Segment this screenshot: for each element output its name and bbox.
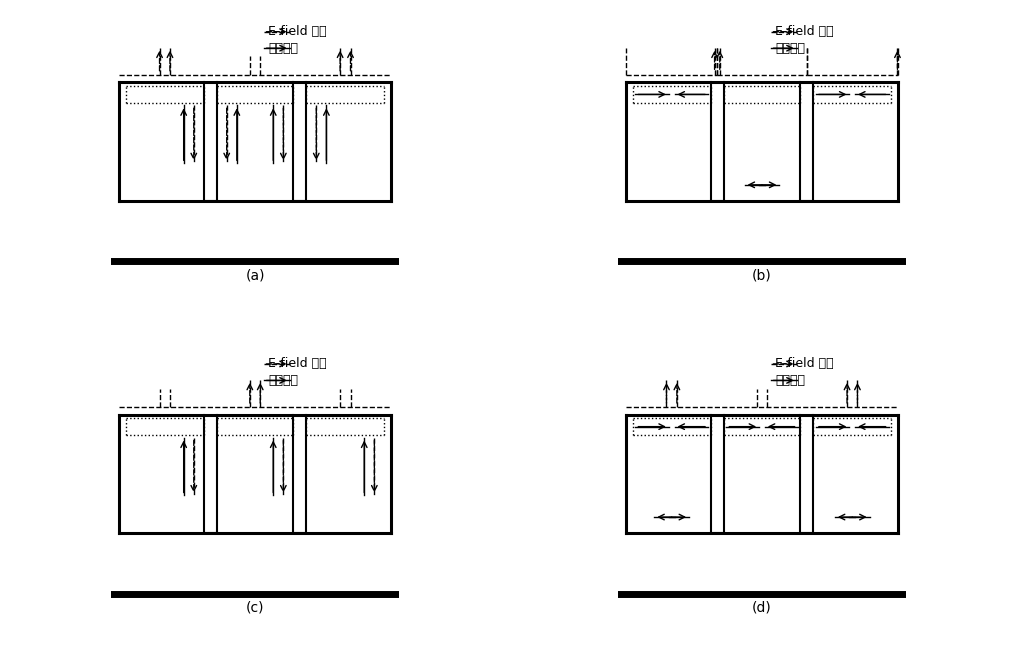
Text: (b): (b)	[753, 269, 772, 283]
Text: E-field 분포: E-field 분포	[775, 357, 834, 371]
Text: 전류분포: 전류분포	[268, 374, 298, 387]
Text: E-field 분포: E-field 분포	[268, 357, 326, 371]
Text: 전류분포: 전류분포	[268, 41, 298, 55]
Text: (a): (a)	[245, 269, 264, 283]
Text: (d): (d)	[753, 601, 772, 615]
Text: 전류분포: 전류분포	[775, 41, 805, 55]
Text: (c): (c)	[246, 601, 264, 615]
Text: 전류분포: 전류분포	[775, 374, 805, 387]
Text: E-field 분포: E-field 분포	[268, 25, 326, 38]
Text: E-field 분포: E-field 분포	[775, 25, 834, 38]
